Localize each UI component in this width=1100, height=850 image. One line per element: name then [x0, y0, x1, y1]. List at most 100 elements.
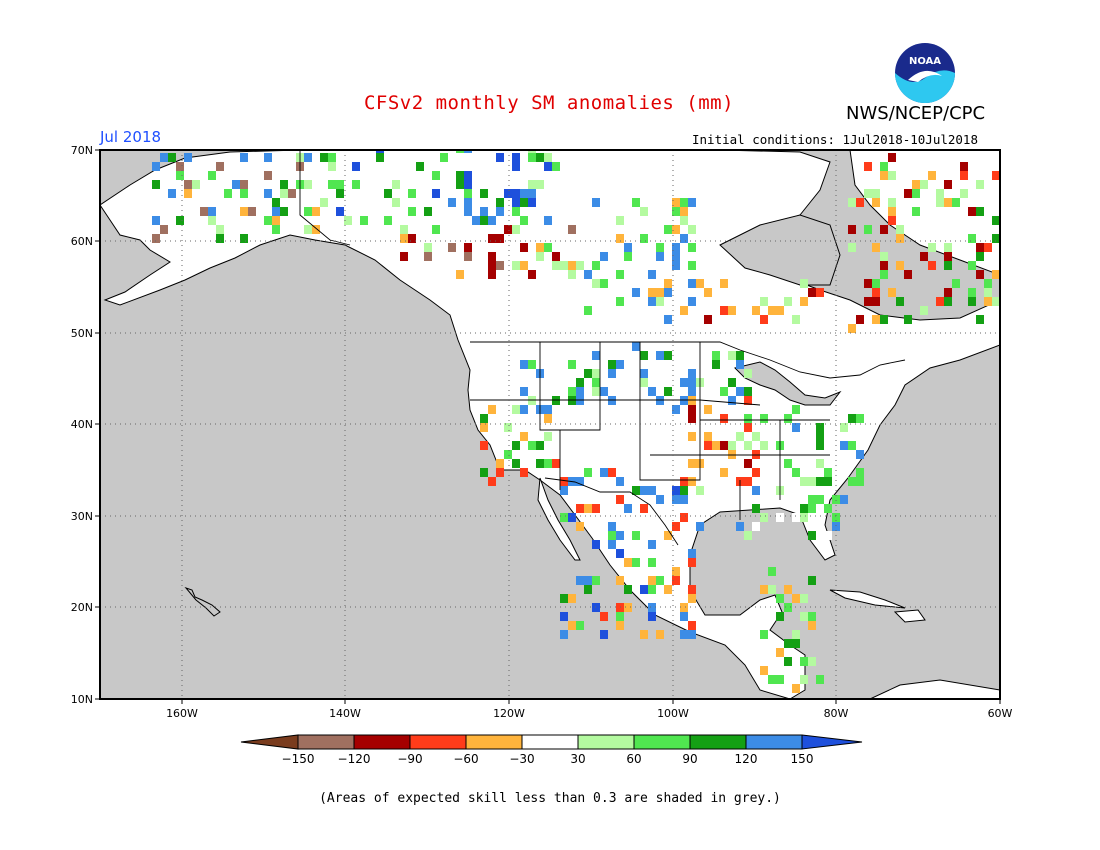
- anomaly-cell: [496, 198, 504, 207]
- land-masses: [100, 150, 1000, 699]
- anomaly-cell: [576, 378, 584, 387]
- anomaly-cell: [672, 522, 680, 531]
- anomaly-cell: [576, 396, 584, 405]
- anomaly-cell: [304, 207, 312, 216]
- anomaly-cell: [576, 477, 584, 486]
- anomaly-cell: [520, 261, 528, 270]
- colorbar-high-arrow: [801, 734, 863, 750]
- anomaly-cell: [880, 162, 888, 171]
- anomaly-cell: [624, 558, 632, 567]
- anomaly-cell: [968, 234, 976, 243]
- anomaly-cell: [752, 432, 760, 441]
- anomaly-cell: [512, 198, 520, 207]
- anomaly-cell: [272, 198, 280, 207]
- anomaly-cell: [760, 666, 768, 675]
- anomaly-cell: [192, 180, 200, 189]
- anomaly-cell: [384, 216, 392, 225]
- anomaly-cell: [632, 531, 640, 540]
- anomaly-cell: [960, 171, 968, 180]
- anomaly-cell: [680, 612, 688, 621]
- anomaly-cell: [272, 207, 280, 216]
- anomaly-cell: [672, 405, 680, 414]
- anomaly-cell: [840, 423, 848, 432]
- anomaly-cell: [208, 207, 216, 216]
- anomaly-cell: [608, 396, 616, 405]
- anomaly-cell: [768, 477, 776, 486]
- anomaly-cell: [688, 558, 696, 567]
- anomaly-cell: [408, 207, 416, 216]
- anomaly-cell: [648, 387, 656, 396]
- anomaly-cell: [744, 387, 752, 396]
- anomaly-cell: [968, 288, 976, 297]
- anomaly-cell: [808, 576, 816, 585]
- anomaly-cell: [208, 207, 216, 216]
- anomaly-cell: [656, 630, 664, 639]
- anomaly-cell: [752, 468, 760, 477]
- anomaly-cell: [392, 198, 400, 207]
- colorbar-swatch: [689, 734, 747, 750]
- anomaly-cell: [872, 288, 880, 297]
- anomaly-cell: [976, 315, 984, 324]
- anomaly-cell: [680, 513, 688, 522]
- anomaly-cell: [808, 621, 816, 630]
- anomaly-cell: [200, 207, 208, 216]
- anomaly-cell: [640, 486, 648, 495]
- agency-label: NWS/NCEP/CPC: [846, 103, 986, 124]
- anomaly-cell: [616, 297, 624, 306]
- anomaly-cell: [832, 495, 840, 504]
- anomaly-cell: [672, 243, 680, 252]
- anomaly-cell: [688, 279, 696, 288]
- anomaly-cell: [664, 279, 672, 288]
- colorbar-swatch: [745, 734, 803, 750]
- anomaly-cell: [736, 432, 744, 441]
- anomaly-cell: [840, 423, 848, 432]
- anomaly-cell: [384, 189, 392, 198]
- anomaly-cell: [648, 486, 656, 495]
- anomaly-cell: [880, 252, 888, 261]
- anomaly-cell: [624, 252, 632, 261]
- anomaly-cell: [784, 414, 792, 423]
- anomaly-cell: [672, 207, 680, 216]
- anomaly-cell: [152, 162, 160, 171]
- anomaly-cell: [240, 153, 248, 162]
- anomaly-cell: [616, 360, 624, 369]
- anomaly-cell: [960, 162, 968, 171]
- anomaly-cell: [912, 189, 920, 198]
- anomaly-cell: [400, 252, 408, 261]
- anomaly-cell: [688, 630, 696, 639]
- anomaly-cell: [896, 225, 904, 234]
- anomaly-cell: [840, 441, 848, 450]
- anomaly-cell: [328, 162, 336, 171]
- anomaly-cell: [808, 504, 816, 513]
- anomaly-cell: [272, 216, 280, 225]
- anomaly-cell: [720, 414, 728, 423]
- anomaly-cell: [688, 396, 696, 405]
- anomaly-cell: [520, 198, 528, 207]
- anomaly-cell: [608, 531, 616, 540]
- anomaly-cell: [264, 189, 272, 198]
- hawaii-islands: [184, 586, 221, 617]
- anomaly-cell: [728, 396, 736, 405]
- anomaly-cell: [688, 459, 696, 468]
- anomaly-cell: [688, 594, 696, 603]
- anomaly-cell: [912, 207, 920, 216]
- anomaly-cell: [240, 234, 248, 243]
- anomaly-cell: [888, 288, 896, 297]
- anomaly-cell: [680, 477, 688, 486]
- anomaly-cell: [392, 180, 400, 189]
- anomaly-cell: [848, 225, 856, 234]
- anomaly-cell: [304, 225, 312, 234]
- anomaly-cell: [440, 153, 448, 162]
- anomaly-cell: [832, 495, 840, 504]
- anomaly-cell: [824, 477, 832, 486]
- anomaly-cell: [688, 468, 696, 477]
- anomaly-cell: [464, 189, 472, 198]
- colorbar-tick-label: 150: [791, 752, 814, 766]
- anomaly-cell: [744, 477, 752, 486]
- anomaly-cell: [992, 270, 1000, 279]
- anomaly-cell: [744, 441, 752, 450]
- anomaly-cell: [688, 414, 696, 423]
- anomaly-cell: [680, 234, 688, 243]
- anomaly-cell: [480, 189, 488, 198]
- anomaly-cell: [688, 297, 696, 306]
